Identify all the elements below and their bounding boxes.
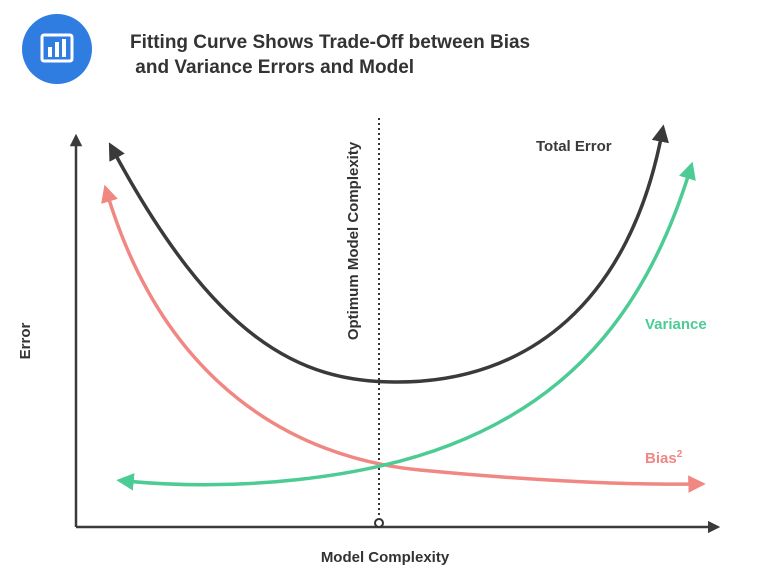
title-line-2: and Variance Errors and Model — [130, 57, 415, 78]
variance-curve — [116, 161, 696, 491]
bias-label-text: Bias — [645, 450, 677, 467]
bias-label: Bias2 — [645, 449, 683, 467]
y-axis-label: Error — [17, 323, 34, 360]
x-axis-label: Model Complexity — [321, 549, 450, 566]
total-error-label: Total Error — [536, 138, 612, 155]
bar-chart-icon — [40, 33, 74, 63]
bias-superscript: 2 — [677, 449, 683, 460]
logo-badge — [22, 14, 92, 84]
page-title: Fitting Curve Shows Trade-Off between Bi… — [130, 30, 530, 80]
title-line-1: Fitting Curve Shows Trade-Off between Bi… — [130, 32, 531, 53]
total-error-curve — [108, 124, 669, 384]
variance-label: Variance — [645, 316, 707, 333]
optimum-label: Optimum Model Complexity — [345, 141, 362, 340]
bias-curve — [101, 184, 706, 493]
optimum-point — [374, 518, 384, 528]
